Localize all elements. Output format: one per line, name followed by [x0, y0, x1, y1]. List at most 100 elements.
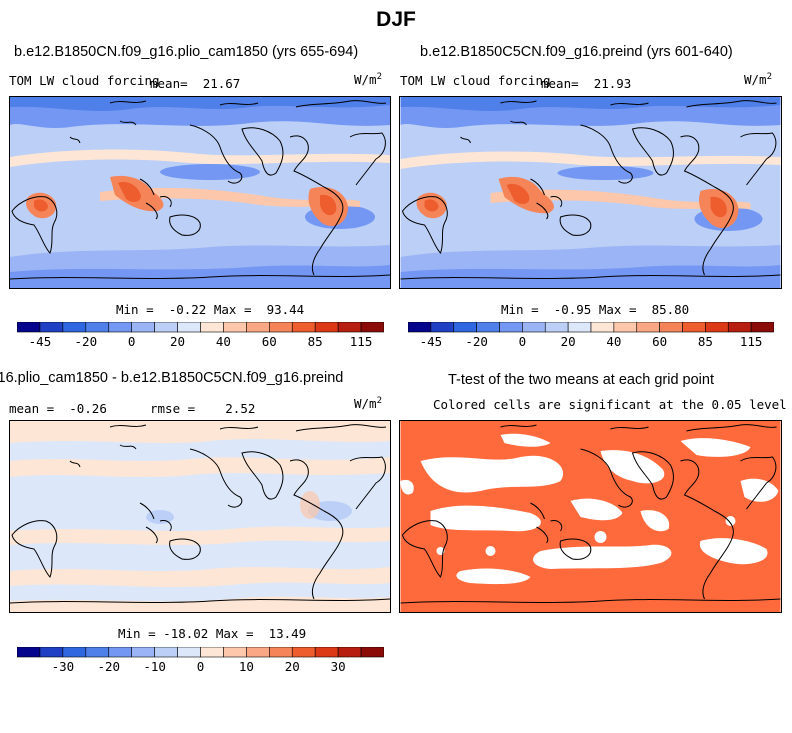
panel-3-mean: mean = -0.26 [9, 401, 107, 416]
colorbar-cell [154, 322, 178, 333]
panel-1-units-exp: 2 [376, 72, 382, 82]
panel-4-subtitle: Colored cells are significant at the 0.0… [433, 397, 787, 412]
colorbar-tick-label: 20 [560, 334, 576, 349]
colorbar-cell [476, 322, 500, 333]
colorbar-tick-label: -30 [51, 659, 75, 674]
colorbar-cell [360, 647, 384, 658]
panel-3-min-label: Min = [118, 626, 156, 641]
colorbar-tick-label: 60 [261, 334, 277, 349]
panel-1-min-label: Min = [116, 302, 154, 317]
colorbar-tick-label: -45 [28, 334, 52, 349]
colorbar-tick-label: -20 [74, 334, 98, 349]
colorbar-cell [131, 647, 155, 658]
colorbar-cell [360, 322, 384, 333]
panel-1-title: b.e12.B1850CN.f09_g16.plio_cam1850 (yrs … [14, 44, 359, 60]
colorbar-tick-label: 85 [697, 334, 713, 349]
panel-3-units-exp: 2 [376, 396, 382, 406]
colorbar-tick-label: 20 [284, 659, 300, 674]
colorbar-cell [453, 322, 477, 333]
colorbar-strip [408, 322, 774, 333]
panel-1-mean: mean= 21.67 [150, 76, 240, 91]
panel-1-mean-value: 21.67 [202, 76, 241, 91]
colorbar-cell [200, 322, 224, 333]
colorbar-cell [337, 322, 362, 333]
panel-1-min-value: -0.22 [168, 302, 207, 317]
colorbar-tick-label: -20 [465, 334, 488, 349]
panel-4-map [399, 420, 782, 613]
colorbar-cell [705, 322, 729, 333]
colorbar-cell [39, 322, 64, 333]
panel-3-mean-label: mean = [9, 401, 55, 416]
colorbar-tick-label: 0 [196, 659, 205, 674]
colorbar-cell [590, 322, 615, 333]
colorbar-cell [200, 647, 224, 658]
panel-3-colorbar: -30 -20 -10 0 10 20 30 [17, 647, 384, 683]
panel-2-variable: TOM LW cloud forcing [400, 73, 551, 88]
figure-title: DJF [376, 8, 416, 31]
colorbar-cell [430, 322, 455, 333]
colorbar-cell [85, 322, 110, 333]
colorbar-cell [154, 647, 178, 658]
colorbar-tick-label: -20 [97, 659, 121, 674]
panel-3-map [9, 420, 391, 613]
colorbar-tick-label: 10 [238, 659, 254, 674]
panel-1-variable: TOM LW cloud forcing [9, 73, 160, 88]
panel-3-max-value: 13.49 [268, 626, 307, 641]
colorbar-cell [269, 322, 293, 333]
colorbar-cell [246, 647, 270, 658]
panel-2-min-label: Min = [501, 302, 539, 317]
colorbar-cell [246, 322, 270, 333]
panel-2-colorbar: -45 -20 0 20 40 60 85 115 [408, 322, 774, 358]
panel-2-max-label: Max = [598, 302, 637, 317]
panel-2-mean-label: mean= [541, 76, 579, 91]
colorbar-cell [750, 322, 774, 333]
panel-2-mean: mean= 21.93 [541, 76, 631, 91]
colorbar-cell [544, 322, 569, 333]
colorbar-cell [522, 322, 546, 333]
colorbar-cell [291, 647, 316, 658]
panel-1-max-label: Max = [213, 302, 252, 317]
panel-3-min-value: -18.02 [163, 626, 209, 641]
colorbar-tick-label: 115 [739, 334, 763, 349]
colorbar-cell [223, 647, 247, 658]
colorbar-cell [408, 322, 432, 333]
panel-3-title: b.e12.B1850CN.f09_g16.plio_cam1850 - b.e… [0, 370, 344, 386]
colorbar-cell [659, 322, 683, 333]
colorbar-tick-label: -45 [419, 334, 443, 349]
colorbar-cell [177, 322, 201, 333]
colorbar-tick-label: 60 [652, 334, 668, 349]
colorbar-tick-label: -10 [143, 659, 166, 674]
panel-2-map [399, 96, 782, 289]
panel-1-units-text: W/m [354, 72, 377, 88]
colorbar-tick-label: 115 [349, 334, 373, 349]
colorbar-cell [177, 647, 201, 658]
colorbar-cell [314, 647, 339, 658]
panel-2-mean-value: 21.93 [593, 76, 632, 91]
panel-1-max-value: 93.44 [266, 302, 305, 317]
colorbar-tick-label: 30 [330, 659, 346, 674]
colorbar-cell [108, 322, 132, 333]
panel-1-units: W/m2 [354, 72, 382, 87]
panel-1-map [9, 96, 391, 289]
colorbar-cell [499, 322, 523, 333]
colorbar-tick-label: 40 [215, 334, 231, 349]
colorbar-tick-label: 0 [127, 334, 136, 349]
panel-3-minmax: Min = -18.02 Max = 13.49 [118, 626, 306, 641]
colorbar-cell [269, 647, 293, 658]
colorbar-cell [17, 322, 41, 333]
colorbar-cell [39, 647, 64, 658]
colorbar-tick-label: 20 [170, 334, 186, 349]
colorbar-strip [17, 322, 384, 333]
colorbar-cell [314, 322, 339, 333]
colorbar-tick-label: 0 [518, 334, 527, 349]
panel-3-units-text: W/m [354, 396, 377, 412]
colorbar-cell [223, 322, 247, 333]
colorbar-cell [62, 647, 87, 658]
panel-3-title-clip: b.e12.B1850CN.f09_g16.plio_cam1850 - b.e… [0, 370, 396, 392]
panel-3-units: W/m2 [354, 396, 382, 411]
colorbar-strip [17, 647, 384, 658]
colorbar-tick-label: 85 [307, 334, 323, 349]
panel-2-max-value: 85.80 [651, 302, 690, 317]
panel-3-max-label: Max = [215, 626, 254, 641]
panel-2-units: W/m2 [744, 72, 772, 87]
